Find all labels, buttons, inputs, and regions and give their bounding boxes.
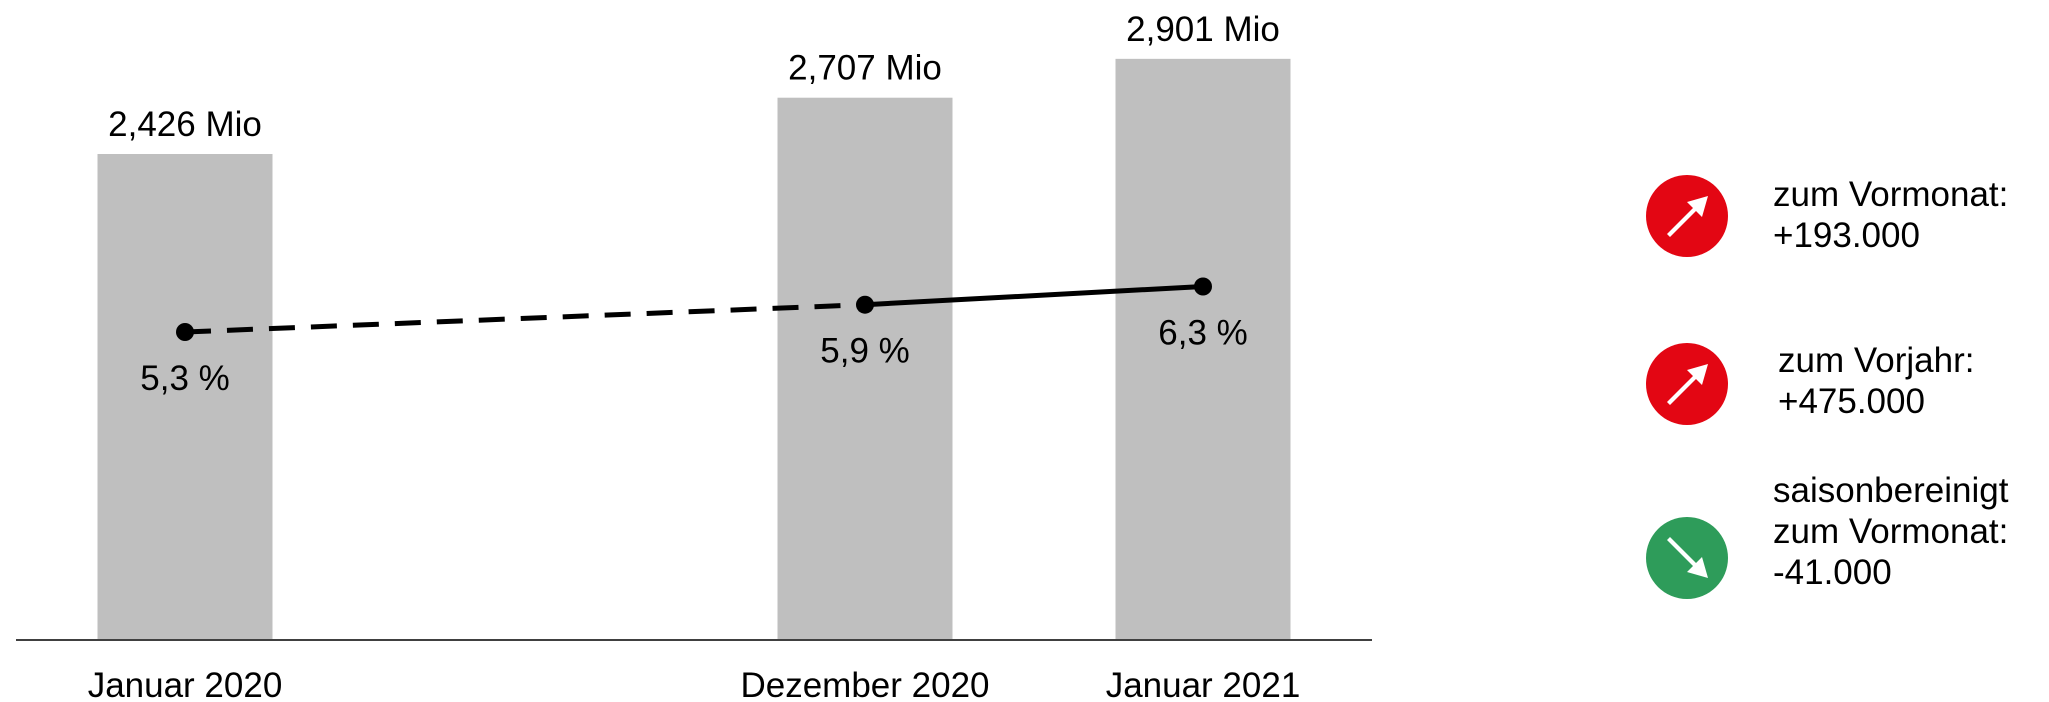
line-series [176,277,1212,341]
legend-line: zum Vormonat: [1773,175,2009,214]
arrow-up-right-icon [1646,343,1728,425]
legend-line: saisonbereinigt [1773,471,2009,510]
line-segment [864,284,1204,308]
legend: zum Vormonat: +193.000 zum Vorjahr: +475… [1645,0,2045,702]
legend-text-seasonal-adjusted: saisonbereinigt zum Vormonat: -41.000 [1773,470,2008,593]
legend-value: +475.000 [1778,382,1925,421]
chart: 2,426 Mio Januar 2020 2,707 Mio Dezember 20… [16,10,1372,702]
legend-line: zum Vormonat: [1773,512,2009,551]
line-point [176,323,194,341]
bar-value-label: 2,901 Mio [1126,10,1280,49]
line-value-label: 5,3 % [140,359,230,398]
category-label: Januar 2020 [88,666,283,702]
bars [97,58,1291,640]
category-label: Dezember 2020 [740,666,989,702]
bar [777,97,953,640]
bar-value-label: 2,426 Mio [108,105,262,144]
category-label: Januar 2021 [1106,666,1301,702]
legend-value: +193.000 [1773,216,1920,255]
line-value-label: 5,9 % [820,332,910,371]
arrow-down-right-icon [1646,517,1728,599]
line-segment [184,302,866,335]
bar [1115,58,1291,640]
bar-value-label: 2,707 Mio [788,49,942,88]
legend-line: zum Vorjahr: [1778,341,1975,380]
arrow-up-right-icon [1646,175,1728,257]
legend-text-monthly-change: zum Vormonat: +193.000 [1773,174,2008,256]
labels: 2,426 Mio Januar 2020 2,707 Mio Dezember 20… [88,10,1301,702]
line-point [1194,277,1212,296]
legend-value: -41.000 [1773,553,1892,592]
line-value-label: 6,3 % [1158,314,1248,353]
legend-text-yearly-change: zum Vorjahr: +475.000 [1778,340,1974,422]
bar [97,154,273,640]
line-point [856,295,874,314]
